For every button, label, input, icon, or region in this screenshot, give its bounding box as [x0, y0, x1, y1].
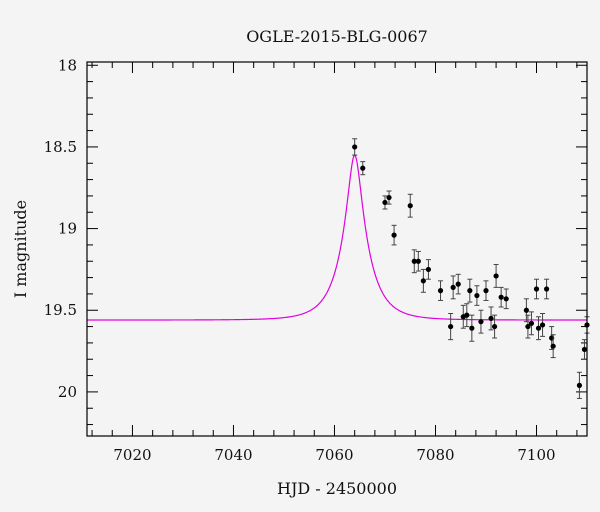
data-marker [455, 281, 461, 287]
data-point [450, 275, 456, 300]
data-marker [576, 382, 583, 388]
data-marker [535, 325, 542, 331]
data-point [407, 193, 413, 218]
data-marker [491, 323, 498, 330]
x-tick-label: 7080 [416, 446, 454, 464]
data-marker [411, 258, 417, 264]
x-tick-label: 7100 [517, 446, 555, 464]
data-point [488, 306, 494, 331]
y-tick-label: 19.5 [44, 301, 77, 319]
data-point [352, 138, 358, 156]
data-point [576, 371, 583, 399]
data-marker [525, 323, 531, 330]
data-marker [483, 288, 489, 294]
data-marker [493, 273, 499, 279]
data-marker [469, 325, 475, 331]
data-point [528, 311, 535, 336]
data-point [382, 195, 388, 210]
data-point [533, 278, 540, 300]
data-point [543, 278, 550, 300]
data-marker [543, 286, 550, 292]
y-axis-title: I magnitude [11, 200, 30, 298]
x-tick-label: 7040 [214, 446, 252, 464]
model-curve [87, 154, 587, 321]
data-marker [474, 292, 480, 299]
data-marker [382, 199, 388, 206]
data-points [352, 138, 590, 399]
data-marker [420, 278, 426, 284]
data-marker [528, 320, 535, 326]
y-tick-label: 20 [58, 383, 77, 401]
data-marker [523, 307, 529, 313]
data-point [478, 309, 484, 334]
data-point [469, 314, 475, 342]
data-point [425, 259, 432, 280]
data-marker [503, 296, 509, 302]
data-point [360, 161, 366, 176]
data-point [525, 314, 531, 339]
x-tick-label: 7060 [315, 446, 353, 464]
data-point [581, 339, 588, 360]
data-point [493, 264, 499, 288]
data-point [550, 334, 556, 359]
plot-frame [86, 61, 588, 437]
data-marker [539, 322, 546, 328]
chart-title: OGLE-2015-BLG-0067 [246, 27, 428, 46]
data-marker [391, 232, 397, 238]
y-tick-label: 18.5 [44, 138, 77, 156]
y-tick-label: 18 [58, 56, 77, 74]
data-marker [581, 346, 588, 353]
data-marker [533, 286, 540, 292]
data-marker [425, 266, 432, 273]
x-tick-label: 7020 [113, 446, 151, 464]
data-point [464, 303, 470, 328]
data-point [420, 268, 426, 293]
data-point [491, 314, 498, 339]
data-point [411, 249, 417, 274]
data-marker [450, 284, 456, 290]
data-point [448, 313, 454, 341]
data-marker [360, 165, 366, 171]
data-marker [437, 288, 444, 294]
data-marker [352, 144, 358, 150]
data-marker [478, 319, 484, 325]
tick-labels: 7020 7040 7060 7080 7100 18 18.5 19 19.5 20 [44, 56, 556, 464]
axis-ticks [87, 62, 587, 436]
data-marker [498, 294, 504, 300]
data-point [535, 316, 542, 341]
data-point [455, 273, 461, 295]
data-marker [488, 315, 494, 322]
data-point [467, 278, 473, 303]
data-point [437, 280, 444, 301]
data-marker [415, 258, 421, 264]
data-marker [464, 312, 470, 318]
data-point [391, 224, 397, 246]
data-point [523, 298, 529, 323]
data-marker [386, 194, 392, 201]
data-point [503, 288, 509, 310]
data-point [539, 313, 546, 337]
data-point [474, 285, 480, 306]
data-marker [550, 343, 556, 349]
data-point [498, 286, 504, 308]
data-marker [448, 323, 454, 330]
data-point [386, 190, 392, 205]
data-marker [407, 203, 413, 209]
data-marker [467, 288, 473, 294]
data-point [415, 250, 421, 272]
y-tick-label: 19 [58, 220, 77, 238]
x-axis-title: HJD - 2450000 [277, 479, 397, 498]
data-point [483, 280, 489, 301]
